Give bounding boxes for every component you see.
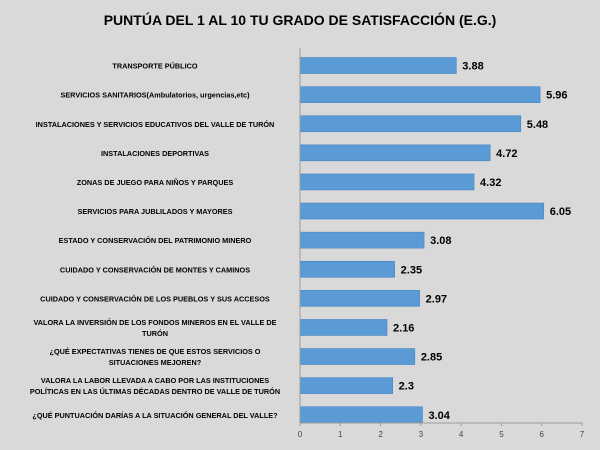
category-label-line: TRANSPORTE PÚBLICO (112, 62, 197, 71)
bar (299, 57, 457, 74)
category-label: CUIDADO Y CONSERVACIÓN DE LOS PUEBLOS Y … (40, 294, 270, 303)
category-label: CUIDADO Y CONSERVACIÓN DE MONTES Y CAMIN… (60, 265, 250, 274)
category-label-line: ZONAS DE JUEGO PARA NIÑOS Y PARQUES (77, 178, 234, 187)
category-label: ¿QUÉ PUNTUACIÓN DARÍAS A LA SITUACIÓN GE… (32, 411, 278, 420)
bar (299, 290, 420, 307)
data-label: 6.05 (550, 206, 571, 218)
x-tick-label: 2 (378, 430, 383, 439)
x-tick-label: 4 (459, 430, 464, 439)
category-label-line: VALORA LA INVERSIÓN DE LOS FONDOS MINERO… (33, 318, 276, 327)
category-label-line: INSTALACIONES DEPORTIVAS (101, 149, 209, 158)
bar (299, 406, 423, 424)
bar (299, 377, 393, 394)
category-label-line: SITUACIONES MEJOREN? (109, 358, 202, 367)
data-label: 2.3 (399, 381, 414, 393)
data-label: 2.16 (393, 322, 414, 334)
bar (299, 260, 395, 278)
category-label-line: SERVICIOS PARA JUBLILADOS Y MAYORES (77, 207, 232, 216)
data-label: 4.72 (496, 148, 517, 160)
category-label: VALORA LA INVERSIÓN DE LOS FONDOS MINERO… (33, 318, 276, 338)
category-labels: TRANSPORTE PÚBLICO SERVICIOS SANITARIOS(A… (30, 62, 280, 420)
data-label: 5.96 (546, 90, 567, 102)
bar (299, 173, 475, 191)
bar (299, 115, 522, 133)
x-tick-label: 3 (419, 430, 424, 439)
category-label: SERVICIOS PARA JUBLILADOS Y MAYORES (77, 207, 232, 216)
bar (299, 144, 491, 162)
category-label-line: CUIDADO Y CONSERVACIÓN DE LOS PUEBLOS Y … (40, 294, 270, 303)
x-tick-label: 1 (338, 430, 343, 439)
category-label: ZONAS DE JUEGO PARA NIÑOS Y PARQUES (77, 178, 234, 187)
data-label: 3.08 (430, 235, 451, 247)
bar (299, 319, 388, 336)
bar (299, 202, 545, 220)
category-label: SERVICIOS SANITARIOS(Ambulatorios, urgen… (60, 91, 250, 100)
data-label: 2.97 (426, 293, 447, 305)
data-label: 2.85 (421, 352, 442, 364)
x-tick-label: 6 (539, 430, 544, 439)
x-tick-label: 0 (298, 430, 303, 439)
category-label: VALORA LA LABOR LLEVADA A CABO POR LAS I… (30, 376, 280, 396)
category-label: INSTALACIONES DEPORTIVAS (101, 149, 209, 158)
category-label-line: ESTADO Y CONSERVACIÓN DEL PATRIMONIO MIN… (59, 236, 252, 245)
chart-title: PUNTÚA DEL 1 AL 10 TU GRADO DE SATISFACC… (104, 11, 497, 28)
category-label-line: ¿QUÉ PUNTUACIÓN DARÍAS A LA SITUACIÓN GE… (32, 411, 278, 420)
category-label: TRANSPORTE PÚBLICO (112, 62, 197, 71)
x-tick-label: 7 (580, 430, 585, 439)
category-label: ¿QUÉ EXPECTATIVAS TIENES DE QUE ESTOS SE… (50, 347, 261, 367)
bar (299, 86, 541, 103)
category-label: INSTALACIONES Y SERVICIOS EDUCATIVOS DEL… (36, 120, 275, 129)
data-label: 4.32 (480, 177, 501, 189)
data-label: 3.88 (462, 61, 483, 73)
bar (299, 348, 416, 365)
x-axis: 0 1 2 3 4 5 6 7 (298, 48, 585, 439)
category-label-line: TURÓN (142, 329, 168, 338)
value-labels: 3.88 5.96 5.48 4.72 4.32 6.05 3.08 2.35 2.97 2.16… (393, 61, 571, 422)
category-label-line: SERVICIOS SANITARIOS(Ambulatorios, urgen… (60, 91, 250, 100)
data-label: 3.04 (428, 410, 450, 422)
data-label: 2.35 (401, 264, 422, 276)
category-label-line: CUIDADO Y CONSERVACIÓN DE MONTES Y CAMIN… (60, 265, 250, 274)
category-label-line: VALORA LA LABOR LLEVADA A CABO POR LAS I… (41, 376, 269, 385)
bars-layer (299, 57, 545, 424)
category-label-line: INSTALACIONES Y SERVICIOS EDUCATIVOS DEL… (36, 120, 275, 129)
x-tick-label: 5 (499, 430, 504, 439)
category-label: ESTADO Y CONSERVACIÓN DEL PATRIMONIO MIN… (59, 236, 252, 245)
data-label: 5.48 (527, 119, 548, 131)
category-label-line: POLÍTICAS EN LAS ÚLTIMAS DÉCADAS DENTRO … (30, 387, 280, 396)
bar (299, 231, 425, 249)
category-label-line: ¿QUÉ EXPECTATIVAS TIENES DE QUE ESTOS SE… (50, 347, 261, 356)
